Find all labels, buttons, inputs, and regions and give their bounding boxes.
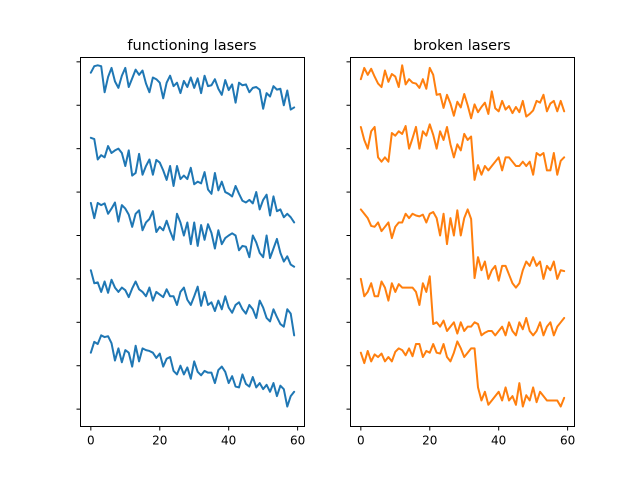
functioning-lasers-axes-frame (80, 57, 305, 427)
broken-lasers-axes-frame (350, 57, 575, 427)
functioning-lasers-series-line-4 (89, 269, 296, 337)
broken-lasers-panel: broken lasers 0 20 40 60 (346, 38, 575, 448)
broken-lasers-marks: 0 20 40 60 (346, 61, 575, 448)
broken-lasers-series-line-1 (359, 64, 566, 120)
broken-lasers-x-tick-label: 60 (560, 434, 575, 448)
broken-lasers-x-tick-label: 20 (422, 434, 437, 448)
broken-lasers-title: broken lasers (413, 38, 510, 54)
broken-lasers-x-tick-label: 40 (491, 434, 506, 448)
functioning-lasers-x-tick-label: 60 (290, 434, 305, 448)
functioning-lasers-series-line-3 (89, 201, 296, 268)
functioning-lasers-x-tick-label: 40 (221, 434, 236, 448)
broken-lasers-series-line-4 (359, 275, 566, 337)
functioning-lasers-series-line-5 (89, 334, 296, 408)
broken-lasers-series-line-3 (359, 208, 566, 289)
functioning-lasers-x-tick-label: 0 (87, 434, 95, 448)
broken-lasers-x-tick-label: 0 (357, 434, 365, 448)
broken-lasers-series-line-2 (359, 123, 566, 181)
functioning-lasers-panel: functioning lasers 0 20 40 60 (76, 38, 305, 448)
functioning-lasers-marks: 0 20 40 60 (76, 61, 305, 448)
broken-lasers-series-line-5 (359, 340, 566, 408)
functioning-lasers-title: functioning lasers (127, 38, 256, 54)
functioning-lasers-x-tick-label: 20 (152, 434, 167, 448)
functioning-lasers-series-line-1 (89, 64, 296, 111)
functioning-lasers-series-line-2 (89, 136, 296, 224)
